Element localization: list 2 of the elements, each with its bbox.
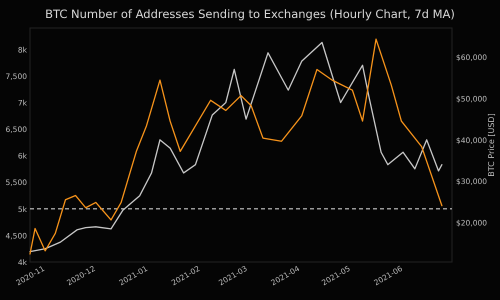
chart-title: BTC Number of Addresses Sending to Exchanges (Hourly Chart, 7d MA) [45,7,455,21]
y2-axis-title: BTC Price [USD] [487,113,496,177]
